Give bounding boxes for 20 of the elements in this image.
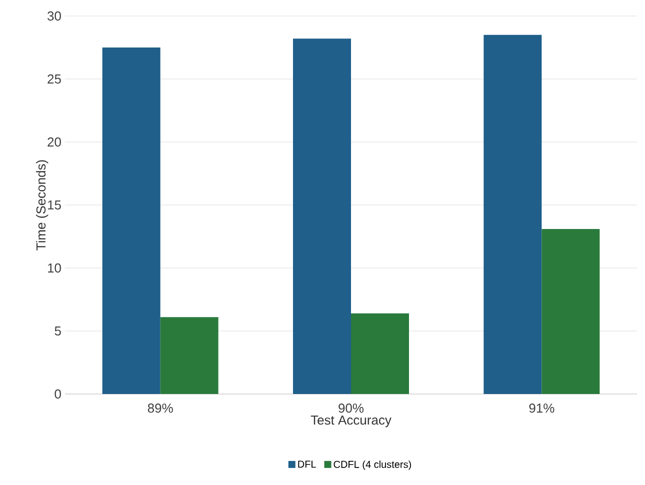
bar <box>160 317 218 394</box>
x-tick-label: 89% <box>148 404 173 413</box>
y-axis-title: Time (Seconds) <box>36 160 48 250</box>
y-tick-label: 0 <box>54 389 61 399</box>
bar <box>542 228 600 394</box>
y-tick-label: 20 <box>48 137 61 147</box>
bar <box>293 38 352 394</box>
y-tick-label: 10 <box>48 263 61 273</box>
bar <box>484 34 542 394</box>
y-tick-label: 25 <box>48 74 61 84</box>
x-tick-label: 90% <box>338 404 364 413</box>
y-tick-label: 5 <box>54 326 61 336</box>
x-axis-title: Test Accuracy <box>310 416 392 428</box>
y-tick-label: 15 <box>48 200 61 210</box>
bar <box>351 313 410 394</box>
legend-label: CDFL (4 clusters) <box>334 460 411 470</box>
y-tick-label: 30 <box>48 11 61 21</box>
legend-label: DFL <box>298 460 316 468</box>
x-tick-label: 91% <box>529 404 554 413</box>
bar <box>102 48 160 394</box>
